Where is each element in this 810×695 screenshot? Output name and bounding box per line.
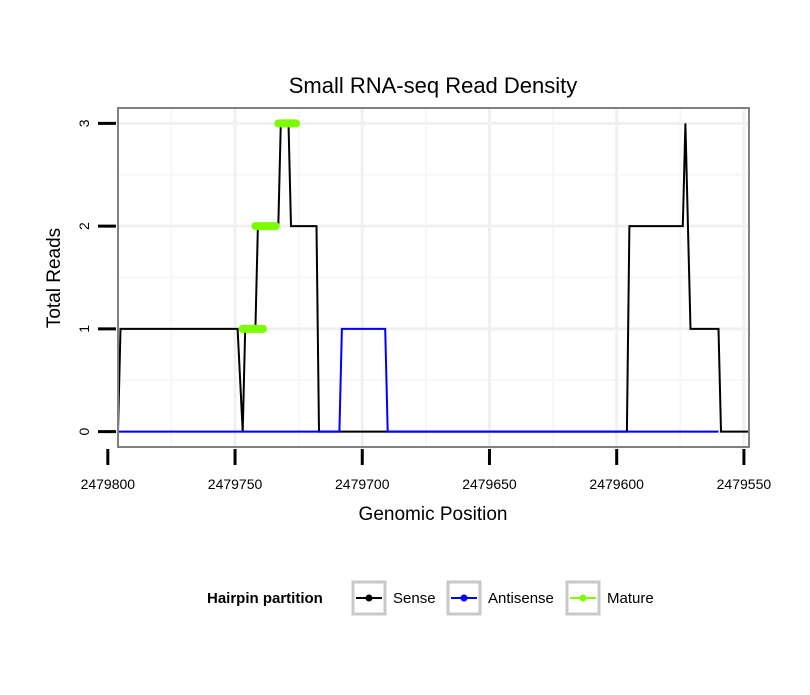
x-tick-label: 2479600 bbox=[589, 476, 644, 492]
legend-title: Hairpin partition bbox=[207, 590, 323, 607]
series-line-antisense bbox=[118, 327, 719, 433]
x-tick-label: 2479550 bbox=[717, 476, 772, 492]
x-axis-label: Genomic Position bbox=[359, 504, 508, 525]
legend-label-antisense: Antisense bbox=[488, 590, 554, 607]
y-tick-label: 0 bbox=[76, 427, 92, 435]
grid-minor bbox=[118, 108, 749, 447]
series-line-sense bbox=[117, 122, 749, 433]
legend: Hairpin partition Sense Antisense Mature bbox=[207, 580, 654, 616]
legend-item-sense: Sense bbox=[351, 580, 436, 616]
y-axis: 0 1 2 3 bbox=[76, 119, 116, 435]
legend-label-sense: Sense bbox=[393, 590, 436, 607]
x-tick-label: 2479800 bbox=[81, 476, 136, 492]
legend-marker-sense bbox=[365, 594, 373, 602]
legend-item-antisense: Antisense bbox=[446, 580, 554, 616]
legend-label-mature: Mature bbox=[607, 590, 654, 607]
legend-item-mature: Mature bbox=[565, 580, 654, 616]
plot-panel-border bbox=[117, 107, 750, 448]
y-tick-label: 2 bbox=[76, 222, 92, 230]
y-tick-label: 1 bbox=[76, 325, 92, 333]
chart-title: Small RNA-seq Read Density bbox=[289, 73, 578, 98]
y-axis-label: Total Reads bbox=[44, 228, 65, 328]
x-axis: 2479800 2479750 2479700 2479650 2479600 24795… bbox=[81, 449, 772, 492]
x-tick-label: 2479750 bbox=[208, 476, 263, 492]
legend-marker-mature bbox=[579, 594, 587, 602]
series-layer bbox=[117, 119, 749, 433]
y-tick-label: 3 bbox=[76, 119, 92, 127]
x-tick-label: 2479650 bbox=[462, 476, 517, 492]
legend-marker-antisense bbox=[460, 594, 468, 602]
x-tick-label: 2479700 bbox=[335, 476, 390, 492]
